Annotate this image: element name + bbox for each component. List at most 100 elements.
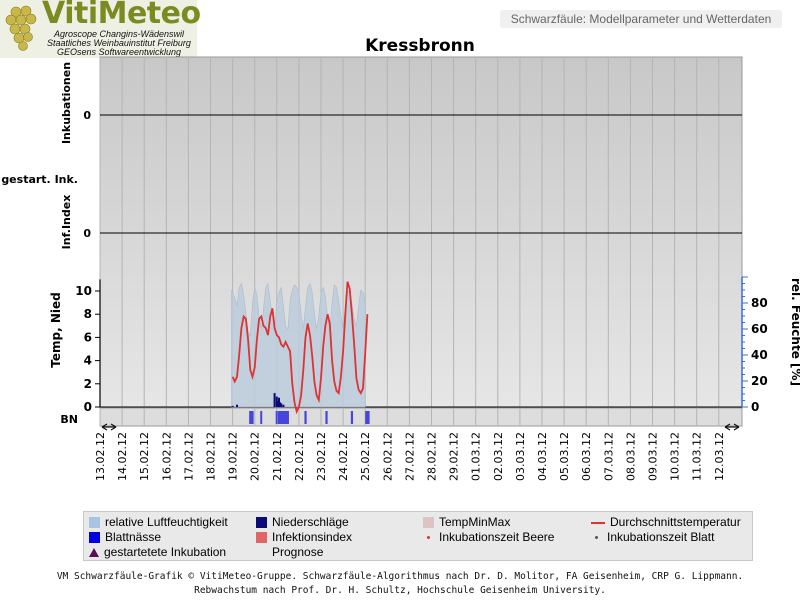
gestart-label: gestart. Ink.: [1, 173, 78, 186]
footer: VM Schwarzfäule-Grafik © VitiMeteo-Grupp…: [0, 570, 800, 598]
temp-tick-label: 6: [84, 330, 92, 344]
legend: relative Luftfeuchtigkeit Niederschläge …: [83, 511, 753, 561]
x-tick-label: 04.03.12: [536, 432, 549, 481]
temp-tick-label: 0: [84, 400, 92, 414]
x-tick-label: 05.03.12: [558, 432, 571, 481]
legend-item: Durchschnittstemperatur: [591, 515, 741, 529]
legend-label: Infektionsindex: [272, 530, 353, 544]
scroll-left-icon[interactable]: [101, 423, 117, 431]
x-tick-label: 27.02.12: [403, 432, 416, 481]
temp-tick-label: 8: [84, 307, 92, 321]
x-tick-label: 07.03.12: [602, 432, 615, 481]
inkubationen-label: Inkubationen: [60, 62, 73, 144]
x-tick-label: 23.02.12: [315, 432, 328, 481]
legend-label: Inkubationszeit Blatt: [607, 530, 715, 544]
footer-line-2: Rebwachstum nach Prof. Dr. H. Schultz, H…: [194, 585, 606, 596]
precip-bar: [282, 404, 285, 407]
humidity-axis-label: rel. Feuchte [%]: [789, 278, 800, 386]
x-tick-label: 24.02.12: [337, 432, 350, 481]
leaf-wetness-bar: [275, 411, 278, 424]
humidity-tick-label: 0: [751, 400, 759, 414]
x-tick-label: 20.02.12: [249, 432, 262, 481]
bn-strip: [99, 407, 743, 427]
humidity-tick-label: 60: [751, 322, 768, 336]
x-tick-label: 10.03.12: [669, 432, 682, 481]
precip-bar: [276, 401, 279, 407]
x-tick-label: 19.02.12: [227, 432, 240, 481]
x-tick-label: 11.03.12: [691, 432, 704, 481]
humidity-tick-label: 20: [751, 374, 768, 388]
infindex-label: Inf.Index: [60, 195, 73, 250]
x-tick-label: 16.02.12: [160, 432, 173, 481]
legend-swatch: [256, 532, 267, 544]
leaf-wetness-bar: [304, 411, 307, 424]
x-tick-label: 29.02.12: [448, 432, 461, 481]
humidity-tick-label: 40: [751, 348, 768, 362]
precip-bar: [231, 405, 234, 407]
legend-label: Inkubationszeit Beere: [439, 530, 555, 544]
legend-item: Infektionsindex: [256, 530, 352, 544]
legend-item: Niederschläge: [256, 515, 349, 529]
precip-bar: [278, 397, 281, 407]
leaf-wetness-bar: [325, 411, 328, 424]
chart: 13.02.12 14.02.12 15.02.12 16.02.12 17.02.12…: [1, 56, 800, 481]
scroll-right-icon[interactable]: [724, 423, 740, 431]
legend-swatch: [89, 532, 100, 544]
x-tick-label: 28.02.12: [426, 432, 439, 481]
legend-label: TempMinMax: [439, 515, 511, 529]
triangle-icon: [89, 548, 99, 558]
x-tick-label: 18.02.12: [205, 432, 218, 481]
inkubationen-tick: 0: [83, 109, 91, 122]
legend-item: Blattnässe: [89, 530, 161, 544]
temperature-line: [231, 281, 369, 415]
logo-line-1: Agroscope Changins-Wädenswil: [53, 29, 185, 39]
x-tick-label: 26.02.12: [381, 432, 394, 481]
x-tick-label: 12.03.12: [713, 432, 726, 481]
temp-tick-label: 4: [84, 354, 92, 368]
x-tick-label: 08.03.12: [624, 432, 637, 481]
leaf-wetness-bar: [260, 411, 263, 424]
logo-line-2: Staatliches Weinbauinstitut Freiburg: [47, 38, 191, 48]
legend-swatch: [427, 536, 430, 540]
vitimeteo-logo: VitiMeteo Agroscope Changins-Wädenswil S…: [0, 0, 201, 58]
temp-tick-label: 10: [75, 284, 92, 298]
precip-bar: [279, 402, 282, 407]
chart-subtitle: Schwarzfäule: Modellparameter und Wetter…: [500, 10, 782, 28]
precip-bar: [273, 393, 276, 407]
legend-label: Prognose: [272, 545, 324, 559]
leaf-wetness-bar: [277, 411, 289, 424]
logo-title: VitiMeteo: [42, 0, 201, 31]
x-tick-label: 01.03.12: [470, 432, 483, 481]
leaf-wetness-bar: [365, 411, 370, 424]
legend-label: Blattnässe: [105, 530, 162, 544]
legend-swatch: [89, 517, 100, 529]
x-tick-label: 17.02.12: [182, 432, 195, 481]
humidity-tick-label: 80: [751, 296, 768, 310]
x-tick-label: 06.03.12: [580, 432, 593, 481]
legend-item: relative Luftfeuchtigkeit: [89, 515, 228, 529]
legend-label: Niederschläge: [272, 515, 349, 529]
legend-label: gestartetete Inkubation: [104, 545, 227, 559]
legend-label: relative Luftfeuchtigkeit: [105, 515, 228, 529]
precip-bar: [275, 396, 278, 407]
x-tick-label: 03.03.12: [514, 432, 527, 481]
precip-bar: [236, 404, 239, 407]
legend-swatch: [423, 517, 434, 529]
series-layer: [231, 281, 370, 424]
temp-tick-label: 2: [84, 377, 92, 391]
precip-bar: [280, 403, 283, 407]
x-tick-label: 22.02.12: [293, 432, 306, 481]
infindex-tick: 0: [83, 227, 91, 240]
legend-swatch: [256, 517, 267, 529]
legend-item: Prognose: [272, 545, 323, 559]
x-tick-label: 15.02.12: [138, 432, 151, 481]
footer-line-1: VM Schwarzfäule-Grafik © VitiMeteo-Grupp…: [56, 571, 744, 582]
grapes-icon: [5, 5, 37, 51]
legend-label: Durchschnittstemperatur: [610, 515, 741, 529]
temp-axis-label: Temp, Nied: [49, 292, 63, 367]
legend-item: TempMinMax: [423, 515, 510, 529]
x-tick-label: 09.03.12: [647, 432, 660, 481]
legend-item: Inkubationszeit Blatt: [591, 530, 714, 544]
x-tick-label: 21.02.12: [271, 432, 284, 481]
leaf-wetness-bar: [249, 411, 254, 424]
